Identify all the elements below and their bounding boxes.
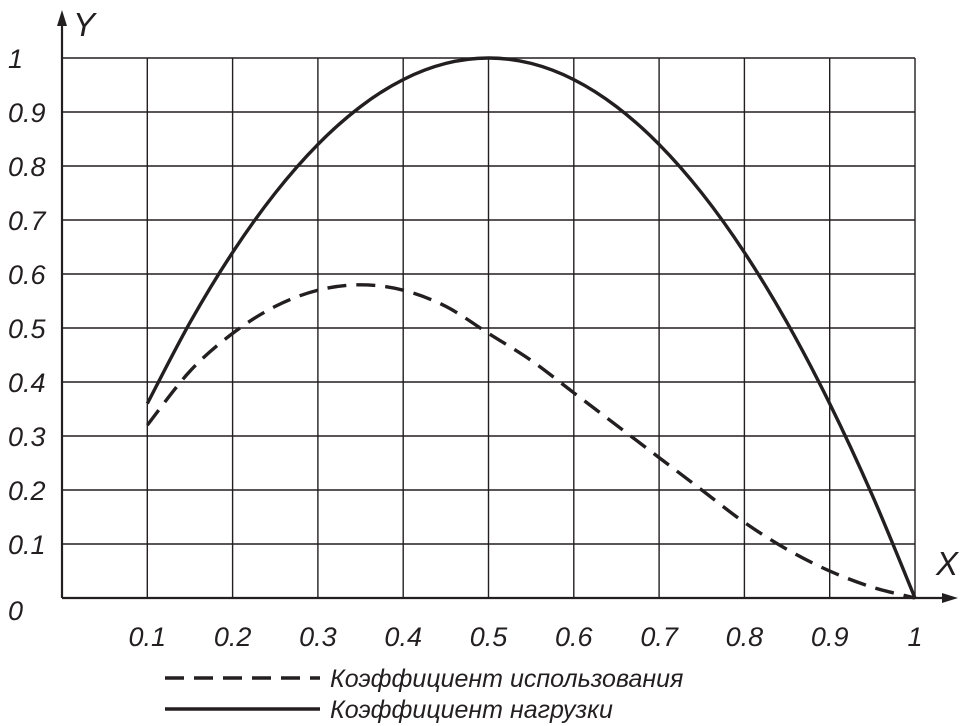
y-axis-arrow: [57, 10, 67, 26]
chart-grid: [62, 57, 916, 598]
legend-label: Коэффициент нагрузки: [330, 696, 613, 724]
x-tick-label: 0.9: [811, 622, 849, 652]
legend-label: Коэффициент использования: [330, 665, 683, 693]
x-tick-label: 0.3: [299, 622, 337, 652]
x-tick-label: 0.5: [470, 622, 509, 652]
y-tick-label: 0.1: [8, 530, 46, 560]
y-tick-label: 0.9: [8, 98, 46, 128]
y-tick-label: 0.5: [8, 314, 47, 344]
y-tick-label: 0.2: [8, 476, 46, 506]
y-tick-label: 0.3: [8, 422, 46, 452]
y-tick-label: 0.8: [8, 152, 46, 182]
x-tick-label: 0.7: [640, 622, 679, 652]
chart-legend: Коэффициент использования Коэффициент наг…: [165, 665, 683, 724]
chart-axes: YX: [57, 6, 960, 603]
series-line-solid: [145, 56, 917, 599]
y-tick-label: 0.6: [8, 260, 47, 290]
y-tick-label: 0: [8, 596, 23, 626]
y-tick-label: 0.4: [8, 368, 46, 398]
x-tick-label: 0.8: [726, 622, 764, 652]
y-tick-label: 0.7: [8, 206, 47, 236]
x-tick-label: 1: [907, 622, 922, 652]
series-line-dashed: [145, 283, 916, 600]
y-axis-title: Y: [73, 6, 97, 43]
x-tick-label: 0.1: [129, 622, 167, 652]
tick-labels: 0 0.1 0.2 0.3 0.4 0.5 0.6 0.7 0.8 0.9 1 0.1 0.2 0.3 0.…: [8, 44, 923, 652]
data-series: [145, 56, 917, 600]
x-axis-arrow: [942, 593, 958, 603]
x-tick-label: 0.4: [384, 622, 422, 652]
y-tick-label: 1: [8, 44, 23, 74]
x-tick-label: 0.6: [555, 622, 594, 652]
x-tick-label: 0.2: [214, 622, 252, 652]
x-axis-title: X: [935, 545, 960, 582]
